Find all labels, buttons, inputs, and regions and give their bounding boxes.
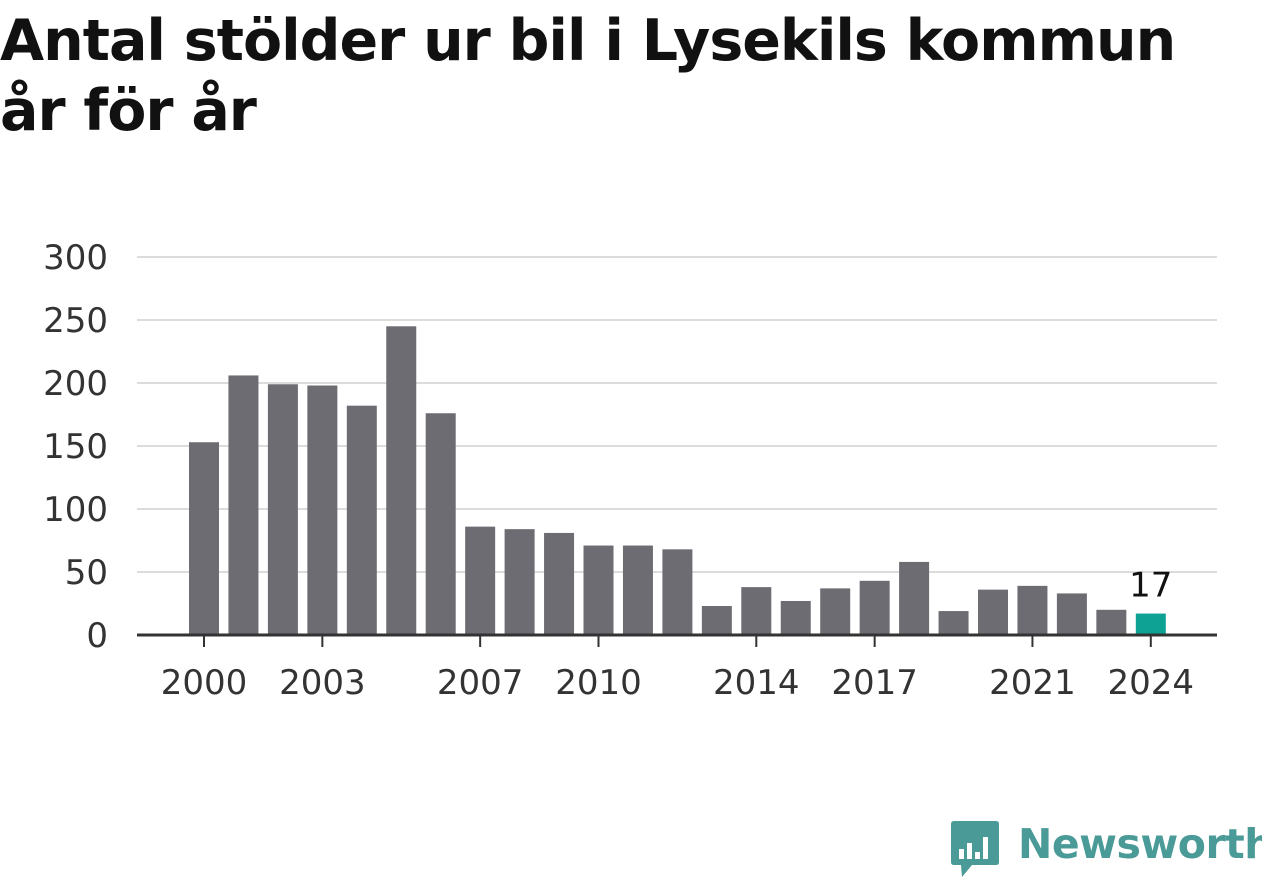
y-axis-tick-labels: 0 50 100 150 200 250 300 [43,238,108,656]
bar-2024 [1135,613,1166,635]
bar-2008 [504,529,535,635]
bar-2005 [386,326,417,635]
bar-2014 [741,587,772,635]
bar-2023 [1096,609,1127,635]
brand-name: Newsworthy [1018,820,1262,868]
x-tick-label: 2014 [713,663,800,703]
x-axis-tick-labels: 2000 2003 2007 2010 2014 2017 2021 2024 [161,663,1194,703]
bar-2020 [978,589,1008,635]
bar-2001 [228,375,259,635]
bar-2019 [938,611,969,635]
x-tick-label: 2003 [279,663,366,703]
bar-2013 [701,606,732,635]
x-tick-label: 2024 [1108,663,1195,703]
newsworthy-logo: Newsworthy [950,818,1262,879]
bar-2003 [307,385,338,635]
bar-2017 [859,580,890,635]
bar-2010 [583,545,614,635]
bar-2022 [1056,593,1087,635]
y-tick-label: 50 [65,553,108,593]
bar-2000 [189,442,219,635]
bar-2012 [662,549,693,635]
y-tick-label: 0 [86,616,108,656]
x-axis-ticks [203,635,1152,647]
x-tick-label: 2021 [989,663,1076,703]
y-tick-label: 250 [43,301,108,341]
bar-2011 [622,545,653,635]
bar-2021 [1017,585,1048,635]
y-tick-label: 100 [43,490,108,530]
chart-title: Antal stölder ur bil i Lysekils kommun å… [0,8,1176,144]
y-tick-label: 150 [43,427,108,467]
x-tick-label: 2007 [437,663,524,703]
y-tick-label: 200 [43,364,108,404]
bar-2002 [267,384,298,635]
bar-2018 [899,561,930,635]
bar-2004 [346,405,377,635]
bars [189,326,1166,635]
bar-2009 [544,532,575,635]
grid-lines [137,256,1217,573]
y-tick-label: 300 [43,238,108,278]
highlight-value-label: 17 [1129,566,1172,606]
bar-2016 [820,588,851,635]
x-tick-label: 2010 [555,663,642,703]
bar-chart-speech-bubble-icon [951,821,999,877]
x-tick-label: 2000 [161,663,248,703]
bar-2006 [425,413,456,635]
bar-2007 [465,526,496,635]
bar-2015 [780,600,811,635]
x-tick-label: 2017 [831,663,918,703]
